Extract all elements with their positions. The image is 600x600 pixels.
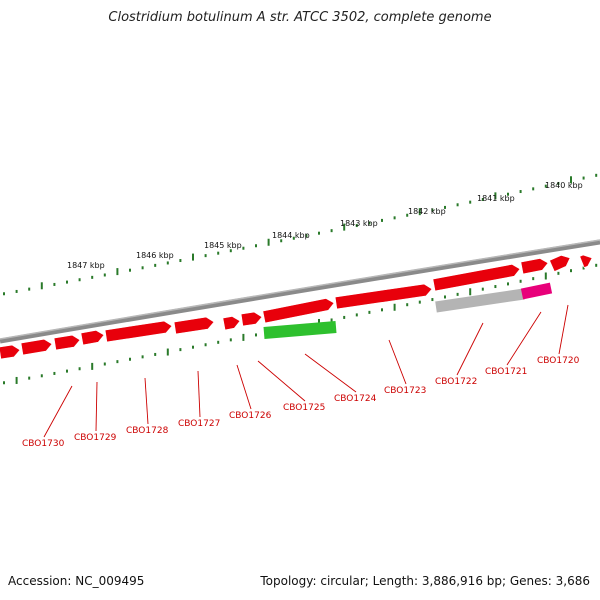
gene-label[interactable]: CBO1724 bbox=[334, 394, 377, 404]
gene-leader-line bbox=[257, 360, 306, 402]
scale-label: 1846 kbp bbox=[136, 251, 174, 260]
accession-text: Accession: NC_009495 bbox=[8, 574, 145, 588]
genome-backbone bbox=[0, 239, 600, 344]
scale-label: 1845 kbp bbox=[204, 241, 242, 250]
gene-label[interactable]: CBO1728 bbox=[126, 426, 169, 436]
gene-arrow[interactable] bbox=[80, 330, 105, 346]
scale-label: 1843 kbp bbox=[340, 219, 378, 228]
gene-arrow[interactable] bbox=[0, 344, 21, 360]
gene-label[interactable]: CBO1720 bbox=[537, 356, 580, 366]
gene-leader-line bbox=[456, 322, 484, 376]
gene-arrow[interactable] bbox=[334, 283, 433, 310]
gene-arrow[interactable] bbox=[579, 254, 593, 268]
genome-backbone-highlight bbox=[0, 239, 600, 340]
gene-arrow[interactable] bbox=[104, 320, 173, 343]
gene-label[interactable]: CBO1722 bbox=[435, 377, 477, 387]
gene-leader-line bbox=[506, 311, 542, 366]
gene-bar-cbo1721[interactable] bbox=[520, 282, 553, 300]
scale-label: 1847 kbp bbox=[67, 261, 105, 270]
genome-title: Clostridium botulinum A str. ATCC 3502, … bbox=[108, 10, 492, 25]
gene-label[interactable]: CBO1730 bbox=[22, 439, 65, 449]
gene-leader-line bbox=[236, 364, 252, 410]
gene-bar-cbo1724[interactable] bbox=[263, 321, 337, 339]
gene-arrow[interactable] bbox=[240, 311, 263, 327]
gene-leader-line bbox=[304, 353, 357, 393]
gene-arrow[interactable] bbox=[549, 255, 571, 272]
gene-label[interactable]: CBO1729 bbox=[74, 433, 117, 443]
gene-arrow[interactable] bbox=[173, 316, 215, 335]
gene-label[interactable]: CBO1726 bbox=[229, 411, 272, 421]
gene-leader-line bbox=[197, 370, 201, 418]
gene-label[interactable]: CBO1723 bbox=[384, 386, 426, 396]
gene-label[interactable]: CBO1725 bbox=[283, 403, 325, 413]
gene-leader-line bbox=[43, 385, 73, 438]
gene-arrow[interactable] bbox=[20, 338, 53, 356]
topology-text: Topology: circular; Length: 3,886,916 bp… bbox=[260, 574, 590, 588]
gene-arrow[interactable] bbox=[53, 334, 81, 351]
gene-arrow[interactable] bbox=[520, 258, 549, 275]
gene-leader-line bbox=[388, 339, 407, 385]
gene-arrow[interactable] bbox=[222, 316, 241, 331]
gene-label[interactable]: CBO1727 bbox=[178, 419, 220, 429]
scale-label: 1841 kbp bbox=[477, 194, 515, 203]
gene-leader-line bbox=[95, 381, 98, 432]
gene-label[interactable]: CBO1721 bbox=[485, 367, 527, 377]
gene-leader-line bbox=[144, 377, 149, 425]
gene-arrow[interactable] bbox=[432, 264, 521, 292]
scale-label: 1842 kbp bbox=[408, 207, 446, 216]
scale-label: 1844 kbp bbox=[272, 231, 310, 240]
gene-leader-line bbox=[558, 304, 569, 355]
scale-label: 1840 kbp bbox=[545, 181, 583, 190]
gene-bar-cbo1722[interactable] bbox=[435, 288, 525, 313]
gene-arrow[interactable] bbox=[262, 298, 335, 324]
